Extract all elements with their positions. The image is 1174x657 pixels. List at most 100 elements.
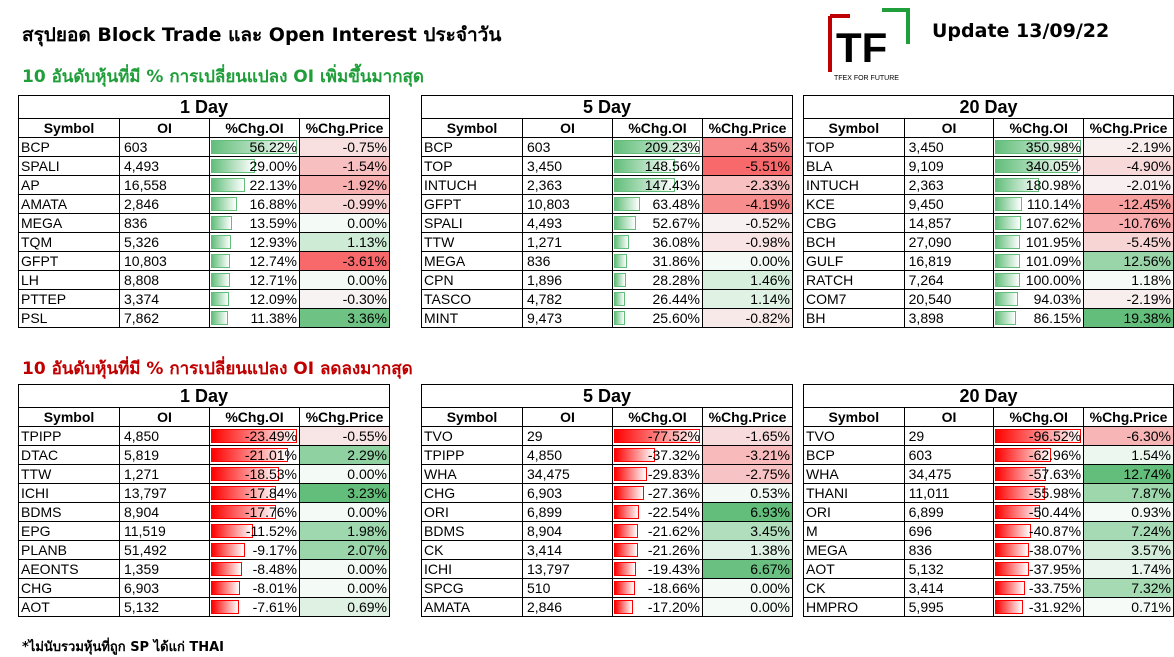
oi-change-cell: 16.88% xyxy=(209,194,300,214)
oi-change-bar xyxy=(614,178,675,192)
table-row: SPCG 510 -18.66% 0.00% xyxy=(421,578,793,598)
oi-change-value: 350.98% xyxy=(1025,139,1082,155)
oi-cell: 34,475 xyxy=(522,464,613,484)
price-change-cell: 0.00% xyxy=(299,502,390,522)
symbol-cell: BDMS xyxy=(18,502,120,522)
oi-change-cell: -9.17% xyxy=(209,540,300,560)
symbol-cell: THANI xyxy=(803,483,905,503)
oi-cell: 1,271 xyxy=(119,464,210,484)
oi-change-value: 180.98% xyxy=(1025,177,1082,193)
symbol-cell: TASCO xyxy=(421,289,523,309)
column-header: OI xyxy=(522,407,613,427)
oi-cell: 836 xyxy=(903,540,995,560)
oi-change-bar xyxy=(211,273,230,287)
oi-change-value: -96.52% xyxy=(1028,428,1082,444)
oi-change-cell: 63.48% xyxy=(612,194,703,214)
oi-cell: 3,414 xyxy=(903,578,995,598)
column-header: %Chg.OI xyxy=(612,407,703,427)
oi-change-cell: -11.52% xyxy=(209,521,300,541)
symbol-cell: AMATA xyxy=(421,597,523,617)
oi-change-bar xyxy=(211,178,245,192)
oi-change-cell: 26.44% xyxy=(612,289,703,309)
oi-change-cell: -55.98% xyxy=(993,483,1085,503)
table-row: BCP 603 56.22% -0.75% xyxy=(18,137,390,157)
symbol-cell: AOT xyxy=(18,597,120,617)
oi-change-bar xyxy=(211,429,297,443)
oi-change-value: 340.05% xyxy=(1025,158,1082,174)
column-header: %Chg.Price xyxy=(702,118,793,138)
oi-cell: 7,264 xyxy=(903,270,995,290)
column-header: %Chg.OI xyxy=(612,118,703,138)
oi-change-cell: 101.09% xyxy=(993,251,1085,271)
tf-logo: TF TFEX FOR FUTURE xyxy=(828,8,910,82)
column-header: %Chg.OI xyxy=(993,407,1085,427)
oi-change-bar xyxy=(995,311,1017,325)
oi-change-value: 148.56% xyxy=(644,158,700,174)
oi-cell: 16,558 xyxy=(119,175,210,195)
symbol-cell: TQM xyxy=(18,232,120,252)
oi-change-cell: -17.84% xyxy=(209,483,300,503)
table-row: LH 8,808 12.71% 0.00% xyxy=(18,270,390,290)
price-change-cell: 1.38% xyxy=(702,540,793,560)
oi-change-value: 26.44% xyxy=(652,291,700,307)
symbol-cell: TPIPP xyxy=(18,426,120,446)
symbol-cell: CPN xyxy=(421,270,523,290)
symbol-cell: MEGA xyxy=(421,251,523,271)
price-change-cell: 3.57% xyxy=(1083,540,1174,560)
table-row: PLANB 51,492 -9.17% 2.07% xyxy=(18,540,390,560)
oi-change-cell: 148.56% xyxy=(612,156,703,176)
table-row: EPG 11,519 -11.52% 1.98% xyxy=(18,521,390,541)
oi-change-value: 110.14% xyxy=(1026,196,1082,212)
oi-change-cell: -19.43% xyxy=(612,559,703,579)
oi-cell: 4,493 xyxy=(522,213,613,233)
table-row: TASCO 4,782 26.44% 1.14% xyxy=(421,289,793,309)
price-change-cell: 0.00% xyxy=(299,270,390,290)
price-change-cell: 3.23% xyxy=(299,483,390,503)
oi-change-cell: 209.23% xyxy=(612,137,703,157)
price-change-cell: -6.30% xyxy=(1083,426,1174,446)
table-row: CK 3,414 -21.26% 1.38% xyxy=(421,540,793,560)
price-change-cell: 1.14% xyxy=(702,289,793,309)
price-change-cell: 0.53% xyxy=(702,483,793,503)
symbol-cell: GULF xyxy=(803,251,905,271)
price-change-cell: 0.00% xyxy=(299,578,390,598)
oi-change-cell: 107.62% xyxy=(993,213,1085,233)
symbol-cell: RATCH xyxy=(803,270,905,290)
oi-change-bar xyxy=(614,311,625,325)
symbol-cell: HMPRO xyxy=(803,597,905,617)
oi-change-bar xyxy=(614,197,640,211)
price-change-cell: 0.71% xyxy=(1083,597,1174,617)
oi-change-value: -18.53% xyxy=(244,466,297,482)
table-row: GFPT 10,803 12.74% -3.61% xyxy=(18,251,390,271)
table-row: MINT 9,473 25.60% -0.82% xyxy=(421,308,793,328)
oi-change-bar xyxy=(614,543,638,557)
oi-change-bar xyxy=(995,273,1021,287)
oi-cell: 13,797 xyxy=(522,559,613,579)
symbol-cell: INTUCH xyxy=(421,175,523,195)
table-row: TVO 29 -77.52% -1.65% xyxy=(421,426,793,446)
oi-cell: 3,450 xyxy=(903,137,995,157)
oi-change-value: 94.03% xyxy=(1033,291,1082,307)
oi-cell: 4,493 xyxy=(119,156,210,176)
table-row: BCH 27,090 101.95% -5.45% xyxy=(803,232,1174,252)
oi-cell: 8,904 xyxy=(119,502,210,522)
symbol-cell: EPG xyxy=(18,521,120,541)
oi-change-cell: 12.09% xyxy=(209,289,300,309)
price-change-cell: 7.87% xyxy=(1083,483,1174,503)
oi-change-bar xyxy=(211,140,297,154)
oi-cell: 510 xyxy=(522,578,613,598)
price-change-cell: 0.93% xyxy=(1083,502,1174,522)
oi-change-bar xyxy=(995,448,1052,462)
oi-change-value: 31.86% xyxy=(652,253,700,269)
oi-change-bar xyxy=(995,467,1047,481)
oi-change-bar xyxy=(995,429,1082,443)
oi-change-bar xyxy=(614,429,700,443)
symbol-cell: INTUCH xyxy=(803,175,905,195)
oi-change-value: -37.32% xyxy=(647,447,700,463)
table-row: AOT 5,132 -37.95% 1.74% xyxy=(803,559,1174,579)
table-row: KCE 9,450 110.14% -12.45% xyxy=(803,194,1174,214)
oi-change-bar xyxy=(614,159,675,173)
symbol-cell: SPALI xyxy=(421,213,523,233)
symbol-cell: ORI xyxy=(803,502,905,522)
price-change-cell: -4.35% xyxy=(702,137,793,157)
